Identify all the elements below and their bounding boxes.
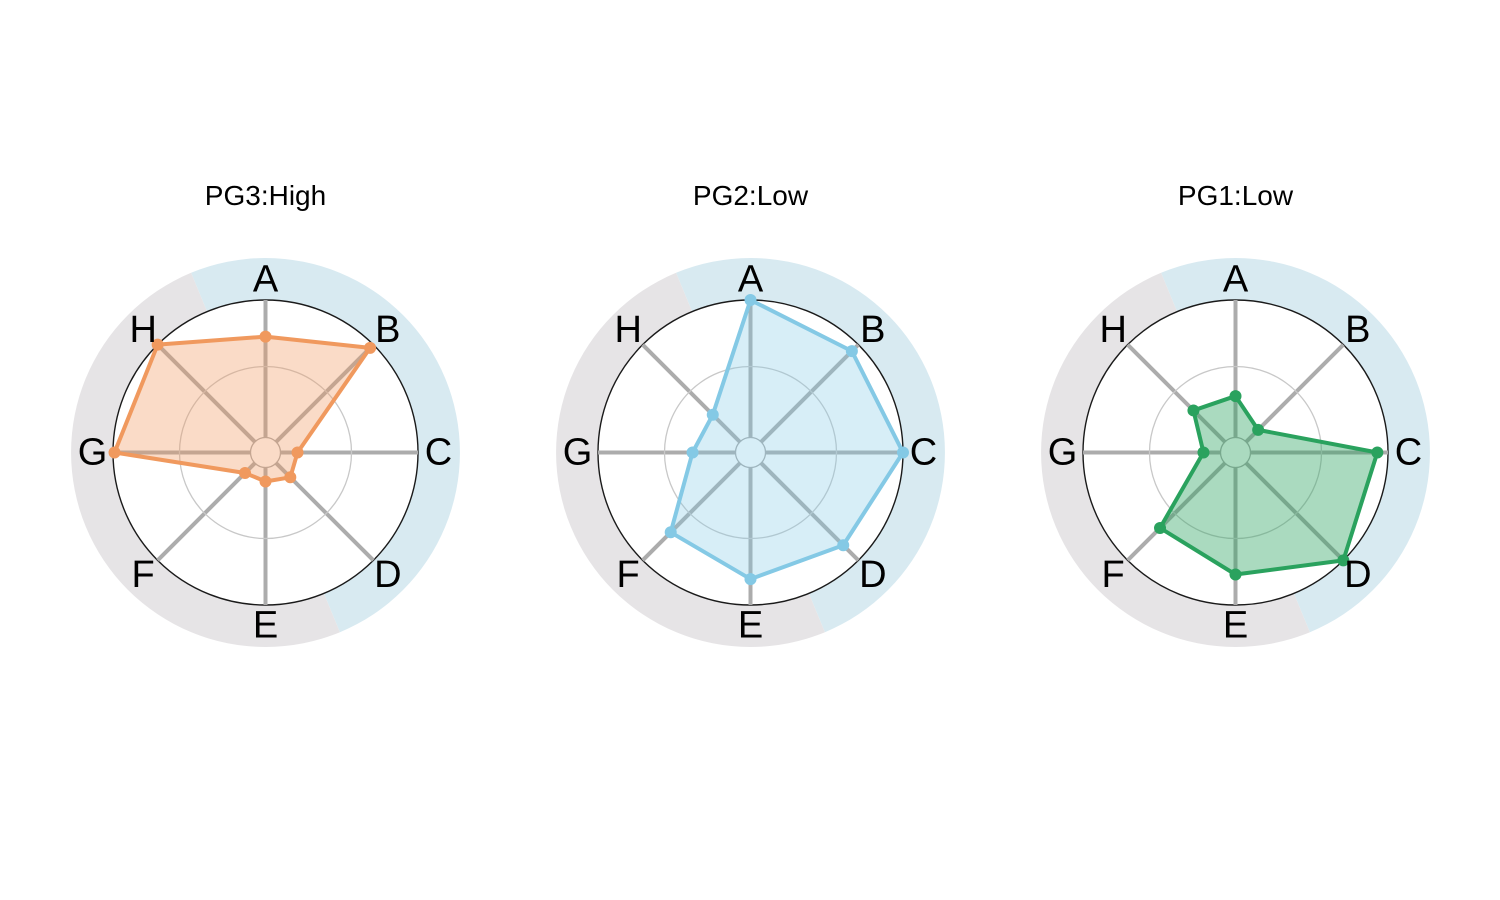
chart-title: PG2:Low <box>692 180 809 211</box>
axis-spoke-B <box>749 343 860 454</box>
axis-spoke-H <box>1126 343 1237 454</box>
axis-label-A: A <box>253 259 279 301</box>
axis-label-A: A <box>738 259 764 301</box>
vertex-marker-H <box>151 338 164 351</box>
axis-label-E: E <box>253 605 278 647</box>
axis-label-D: D <box>1344 554 1371 596</box>
vertex-marker-A <box>259 330 272 343</box>
axis-label-B: B <box>860 309 885 351</box>
axis-label-H: H <box>614 309 641 351</box>
axis-label-G: G <box>1048 432 1078 474</box>
axis-label-G: G <box>563 432 593 474</box>
gridline-circle <box>1148 365 1323 540</box>
ring-segment-base <box>71 272 340 647</box>
radar-chart-pg1-low: PG1:Low A B C D E F G H <box>1025 170 1446 685</box>
vertex-marker-D <box>284 471 297 484</box>
radar-chart-pg2-low: PG2:Low A B C D E F G H <box>540 170 961 685</box>
axis-spoke-H <box>156 343 267 454</box>
radar-plot: A B C D E F G H <box>556 258 945 647</box>
axis-label-C: C <box>910 432 937 474</box>
axis-label-G: G <box>78 432 108 474</box>
radar-plot: A B C D E F G H <box>1041 258 1430 647</box>
axis-spoke-D <box>264 451 375 562</box>
vertex-marker-B <box>1252 423 1265 436</box>
axis-label-C: C <box>425 432 452 474</box>
axis-label-B: B <box>375 309 400 351</box>
vertex-marker-E <box>744 573 757 586</box>
vertex-marker-H <box>1187 404 1200 417</box>
axis-spoke-F <box>641 451 752 562</box>
axis-label-E: E <box>1223 605 1248 647</box>
axis-label-A: A <box>1223 259 1249 301</box>
axis-spoke-B <box>1234 343 1345 454</box>
vertex-marker-A <box>744 294 757 306</box>
chart-title: PG1:Low <box>1177 180 1294 211</box>
axis-spoke-B <box>264 343 375 454</box>
axis-label-D: D <box>859 554 886 596</box>
radar-chart-pg3-high: PG3:High A B C D E F G H <box>55 170 476 685</box>
vertex-marker-D <box>837 539 850 552</box>
center-circle <box>734 436 767 469</box>
ring-segment-base <box>556 272 825 647</box>
gridline-circle <box>663 365 838 540</box>
vertex-marker-C <box>1371 446 1384 459</box>
axis-label-D: D <box>374 554 401 596</box>
center-circle <box>249 436 282 469</box>
vertex-marker-H <box>706 408 719 421</box>
vertex-marker-A <box>1229 390 1242 403</box>
axis-spoke-D <box>1234 451 1345 562</box>
chart-title: PG3:High <box>204 180 327 211</box>
vertex-marker-E <box>259 475 272 488</box>
center-circle <box>1219 436 1252 469</box>
vertex-marker-F <box>239 466 252 479</box>
axis-label-B: B <box>1345 309 1370 351</box>
axis-label-F: F <box>132 554 155 596</box>
axis-label-E: E <box>738 605 763 647</box>
axis-label-F: F <box>1102 554 1125 596</box>
vertex-marker-E <box>1229 568 1242 581</box>
ring-segment-highlight <box>676 258 945 633</box>
axis-label-F: F <box>617 554 640 596</box>
ring-segment-highlight <box>1161 258 1430 633</box>
vertex-marker-B <box>364 341 377 354</box>
vertex-marker-F <box>664 526 677 539</box>
vertex-marker-B <box>845 345 858 358</box>
radar-plot: A B C D E F G H <box>71 258 460 647</box>
ring-segment-highlight <box>191 258 460 633</box>
ring-segment-base <box>1041 272 1310 647</box>
gridline-circle <box>178 365 353 540</box>
vertex-marker-C <box>291 446 304 459</box>
vertex-marker-G <box>108 446 121 459</box>
vertex-marker-D <box>1337 554 1350 567</box>
vertex-marker-C <box>897 446 909 459</box>
vertex-marker-G <box>1197 446 1210 459</box>
vertex-marker-G <box>686 446 699 459</box>
axis-label-H: H <box>1099 309 1126 351</box>
axis-spoke-H <box>641 343 752 454</box>
vertex-marker-F <box>1154 521 1167 534</box>
axis-label-H: H <box>129 309 156 351</box>
axis-label-C: C <box>1395 432 1422 474</box>
axis-spoke-F <box>1126 451 1237 562</box>
